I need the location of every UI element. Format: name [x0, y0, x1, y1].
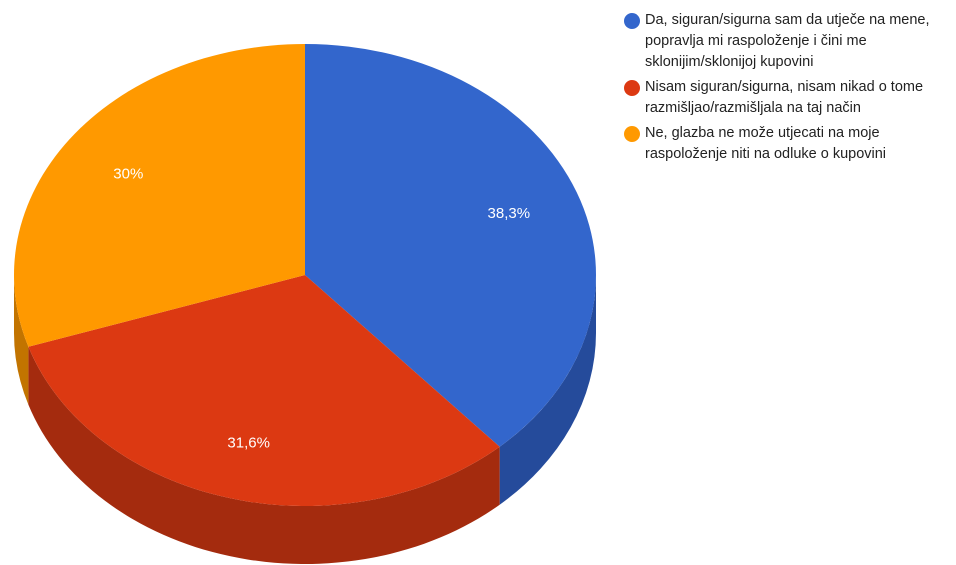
legend-swatch: [624, 126, 640, 142]
pie-slice: [305, 44, 596, 447]
legend: Da, siguran/sigurna sam da utječe na men…: [624, 10, 954, 169]
pie-slice: [13, 44, 306, 347]
pie-slice-side: [28, 346, 500, 564]
slice-data-label: 30%: [113, 165, 143, 182]
legend-label: Da, siguran/sigurna sam da utječe na men…: [645, 12, 930, 70]
legend-swatch: [624, 13, 640, 29]
legend-label: Nisam siguran/sigurna, nisam nikad o tom…: [645, 79, 924, 116]
slice-data-label: 38,3%: [488, 205, 531, 222]
legend-item: Ne, glazba ne može utjecati na moje rasp…: [624, 123, 954, 165]
legend-swatch: [624, 80, 640, 96]
legend-label: Ne, glazba ne može utjecati na moje rasp…: [645, 125, 887, 162]
slice-data-label: 31,6%: [227, 434, 270, 451]
legend-item: Nisam siguran/sigurna, nisam nikad o tom…: [624, 77, 954, 119]
pie-slice: [28, 275, 500, 506]
legend-item: Da, siguran/sigurna sam da utječe na men…: [624, 10, 954, 73]
pie-slice-side: [14, 275, 29, 405]
pie-slice-side: [499, 275, 596, 505]
